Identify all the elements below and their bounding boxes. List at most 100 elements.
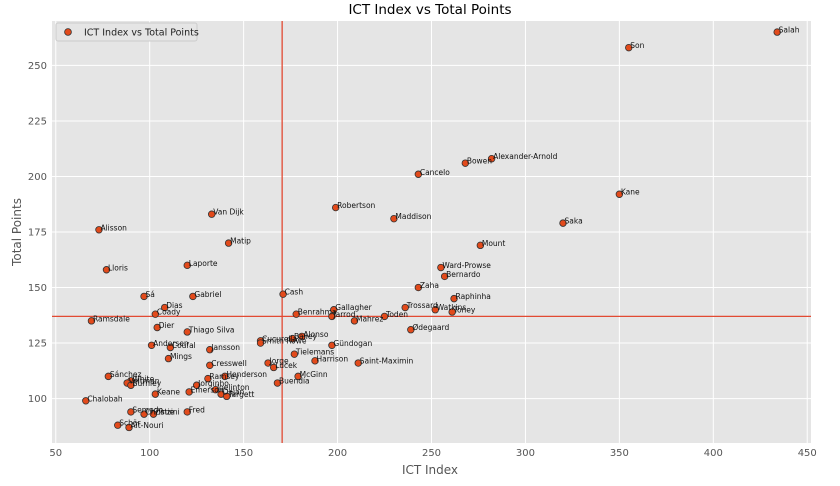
- data-point: [487, 155, 496, 163]
- data-point: [82, 397, 90, 405]
- data-point: [127, 408, 135, 416]
- data-point: [311, 357, 319, 365]
- data-point: [450, 294, 458, 303]
- data-point: [290, 350, 299, 358]
- point-label: Ramsdale: [93, 314, 130, 323]
- point-label: Robertson: [337, 201, 375, 210]
- data-point: [294, 372, 302, 381]
- data-point: [559, 219, 567, 227]
- data-point: [330, 306, 338, 314]
- point-label: Trossard: [406, 301, 438, 310]
- legend: ICT Index vs Total Points: [55, 22, 199, 42]
- x-tick-label: 150: [234, 448, 253, 459]
- x-tick-label: 400: [704, 448, 723, 459]
- data-point: [207, 210, 216, 218]
- point-label: Benrahma: [298, 308, 337, 317]
- data-point: [414, 170, 423, 178]
- point-label: Buendía: [279, 377, 310, 386]
- data-point: [189, 292, 197, 301]
- point-label: Sá: [146, 290, 155, 299]
- point-label: Henderson: [226, 370, 267, 379]
- y-tick-label: 125: [28, 339, 47, 350]
- data-point: [192, 381, 201, 389]
- y-tick-label: 150: [28, 283, 47, 294]
- point-label: Keane: [157, 388, 181, 397]
- data-point: [185, 388, 193, 396]
- data-point: [206, 346, 214, 354]
- y-tick-labels: 100 125 150 175 200 225 250: [28, 61, 47, 405]
- point-label: Matip: [230, 237, 251, 246]
- point-label: Son: [630, 41, 644, 50]
- data-point: [164, 354, 173, 363]
- y-axis-title: Total Points: [10, 198, 24, 267]
- point-label: Mahrez: [356, 314, 383, 323]
- point-label: Saint-Maximin: [360, 357, 414, 366]
- point-label: Maddison: [395, 212, 431, 221]
- data-point: [256, 339, 265, 347]
- data-point: [211, 385, 220, 394]
- data-point: [279, 290, 287, 298]
- y-tick-label: 200: [28, 172, 47, 183]
- data-points: [82, 28, 781, 432]
- data-point: [102, 266, 111, 274]
- point-label: Alexander-Arnold: [493, 152, 558, 161]
- data-point: [625, 43, 633, 52]
- point-label: Alonso: [303, 330, 328, 339]
- point-label: Cresswell: [211, 359, 247, 368]
- point-label: Andersen: [153, 339, 189, 348]
- point-label: Bernardo: [446, 270, 481, 279]
- point-label: Veltman: [129, 377, 160, 386]
- data-point: [414, 283, 423, 292]
- point-label: Raphinha: [456, 292, 491, 301]
- point-label: Lloris: [108, 263, 128, 272]
- data-point: [149, 410, 158, 418]
- legend-label: ICT Index vs Total Points: [84, 28, 199, 39]
- data-point: [448, 308, 456, 316]
- point-label: McGinn: [300, 370, 328, 379]
- data-point: [292, 310, 300, 318]
- data-point: [328, 312, 336, 321]
- data-point: [401, 303, 409, 312]
- x-tick-labels: 50 100 150 200 250 300 350 400 450: [49, 448, 816, 459]
- data-point: [354, 359, 362, 367]
- point-label: Toney: [453, 305, 476, 314]
- data-point: [166, 343, 175, 352]
- point-label: Fred: [189, 405, 205, 414]
- data-point: [350, 317, 359, 325]
- point-label: Bailey: [294, 332, 318, 341]
- data-point: [288, 334, 297, 343]
- data-point: [151, 390, 160, 398]
- data-point: [104, 372, 113, 381]
- point-label: Thiago Silva: [188, 325, 235, 334]
- point-label: Chalobah: [87, 394, 123, 403]
- point-label: White: [132, 374, 154, 383]
- x-axis-title: ICT Index: [402, 463, 458, 477]
- legend-box: [55, 22, 198, 42]
- point-label: Saka: [565, 217, 583, 226]
- point-label: Bowen: [467, 157, 492, 166]
- point-label: Alisson: [100, 223, 127, 232]
- point-label: Christie: [146, 408, 175, 417]
- data-point: [221, 372, 229, 381]
- data-point: [298, 332, 306, 341]
- point-label: Joelinton: [216, 383, 250, 392]
- point-label: Cucurella: [262, 334, 297, 343]
- point-label: Jorge: [269, 357, 290, 366]
- data-point: [380, 312, 389, 321]
- x-tick-label: 450: [798, 448, 817, 459]
- point-label: Mount: [482, 239, 506, 248]
- y-tick-label: 100: [28, 394, 47, 405]
- data-point: [87, 317, 96, 325]
- data-point: [264, 359, 272, 367]
- data-point: [773, 28, 781, 36]
- data-point: [127, 381, 135, 389]
- data-point: [615, 190, 624, 198]
- point-label: Mings: [170, 352, 192, 361]
- point-label: Watkins: [437, 303, 467, 312]
- data-point: [161, 303, 169, 312]
- data-point: [140, 292, 148, 301]
- data-point: [95, 226, 103, 234]
- point-label: Zinzini: [155, 408, 180, 417]
